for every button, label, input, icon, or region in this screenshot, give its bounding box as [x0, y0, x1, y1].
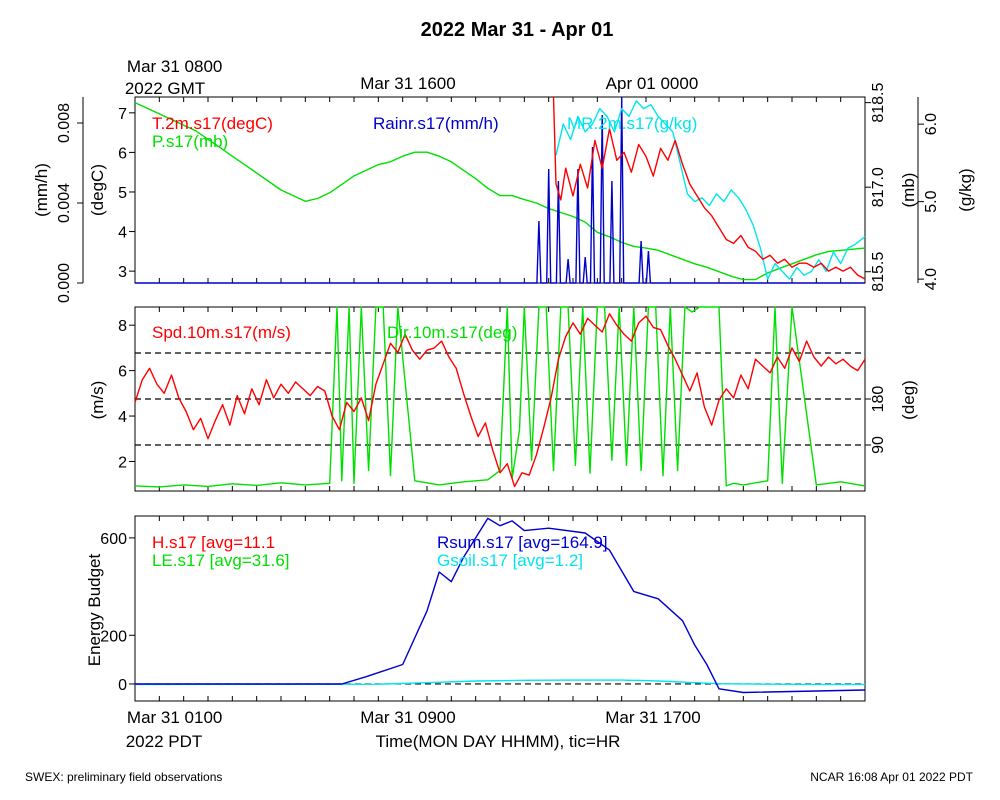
top-time-label-1-line-1: Mar 31 0800 [127, 57, 222, 76]
wind-panel: 2 4 6 8 90 180 (m/s) (deg) Spd.10m.s17(m/s) Dir.1… [88, 306, 918, 492]
wind-speed-axis-tick-label: 6 [118, 364, 127, 381]
legend-wind-speed: Spd.10m.s17(m/s) [152, 323, 291, 342]
energy-axis-tick-label: 200 [100, 628, 127, 645]
wind-speed-axis-tick-label: 4 [118, 409, 127, 426]
legend-latent-heat: LE.s17 [avg=31.6] [152, 551, 290, 570]
energy-axis-title: Energy Budget [85, 553, 104, 666]
legend-temperature: T.2m.s17(degC) [152, 114, 273, 133]
gsoil-series-line [134, 679, 865, 686]
met-rain-axis-tick-label: 0.004 [56, 183, 73, 223]
bottom-time-label-1: Mar 31 0100 2022 PDT [126, 708, 227, 751]
wind-speed-series-line [134, 313, 866, 488]
met-mr-axis-title: (g/kg) [956, 168, 975, 211]
met-rain-axis-tick-label: 0.000 [56, 263, 73, 303]
met-mr-axis-tick-label: 5.0 [923, 190, 940, 212]
met-temp-axis-tick-label: 6 [118, 145, 127, 162]
met-temp-axis-tick-label: 5 [118, 185, 127, 202]
pressure-series-line [134, 101, 866, 281]
top-time-label-3: Apr 01 0000 [606, 74, 699, 93]
met-panel: 3 4 5 6 7 0.000 0.004 0.008 815.5 817.0 818.5 4.0 5.… [32, 83, 975, 304]
met-pressure-axis-title: (mb) [899, 173, 918, 208]
met-rain-axis-tick-label: 0.008 [56, 103, 73, 143]
top-time-label-1: Mar 31 0800 2022 GMT [125, 57, 227, 98]
wind-speed-axis-title: (m/s) [88, 381, 107, 420]
rsum-series-line [135, 517, 866, 694]
met-temp-axis-tick-label: 3 [118, 264, 127, 281]
legend-sensible-heat: H.s17 [avg=11.1 [152, 533, 275, 552]
wind-dir-axis-tick-label: 180 [870, 386, 887, 413]
met-temp-axis-title: (degC) [88, 164, 107, 216]
energy-axis-tick-label: 600 [100, 531, 127, 548]
legend-gsoil: Gsoil.s17 [avg=1.2] [437, 551, 583, 570]
met-pressure-axis-tick-label: 817.0 [870, 167, 887, 207]
wind-speed-axis-tick-label: 8 [118, 318, 127, 335]
mixing-ratio-series-line [555, 100, 866, 280]
bottom-time-label-3: Mar 31 1700 [605, 708, 700, 727]
legend-rain-rate: Rainr.s17(mm/h) [373, 114, 499, 133]
wind-direction-series-line [134, 306, 866, 488]
wind-dir-axis-title: (deg) [899, 380, 918, 420]
met-mr-axis-tick-label: 4.0 [923, 268, 940, 290]
footer-right: NCAR 16:08 Apr 01 2022 PDT [810, 770, 973, 784]
wind-dir-axis-tick-label: 90 [870, 436, 887, 454]
met-rain-axis-title: (mm/h) [32, 163, 51, 217]
temperature-series-line [552, 96, 866, 280]
top-time-label-2: Mar 31 1600 [360, 74, 455, 93]
rain-rate-series-line [135, 96, 865, 284]
met-temp-axis-tick-label: 7 [118, 106, 127, 123]
wind-speed-axis-tick-label: 2 [118, 454, 127, 471]
legend-mixing-ratio: MR.2m.s17(g/kg) [567, 114, 697, 133]
x-axis-label: Time(MON DAY HHMM), tic=HR [376, 732, 621, 751]
energy-axis-tick-label: 0 [118, 677, 127, 694]
bottom-time-label-1-line-2: 2022 PDT [126, 732, 203, 751]
bottom-time-label-2: Mar 31 0900 [360, 708, 455, 727]
legend-rsum: Rsum.s17 [avg=164.9] [437, 533, 608, 552]
met-pressure-axis-tick-label: 818.5 [870, 83, 887, 123]
met-temp-axis-tick-label: 4 [118, 225, 127, 242]
top-time-label-1-line-2: 2022 GMT [125, 79, 205, 98]
energy-panel: 0 200 600 Energy Budget H.s17 [avg=11.1LE.s1… [85, 515, 866, 702]
footer-left: SWEX: preliminary field observations [25, 770, 222, 784]
legend-pressure: P.s17(mb) [152, 132, 228, 151]
bottom-time-label-1-line-1: Mar 31 0100 [127, 708, 222, 727]
figure-title: 2022 Mar 31 - Apr 01 [421, 19, 614, 41]
legend-wind-direction: Dir.10m.s17(deg) [387, 323, 517, 342]
met-pressure-axis-tick-label: 815.5 [870, 252, 887, 292]
met-mr-axis-tick-label: 6.0 [923, 113, 940, 135]
